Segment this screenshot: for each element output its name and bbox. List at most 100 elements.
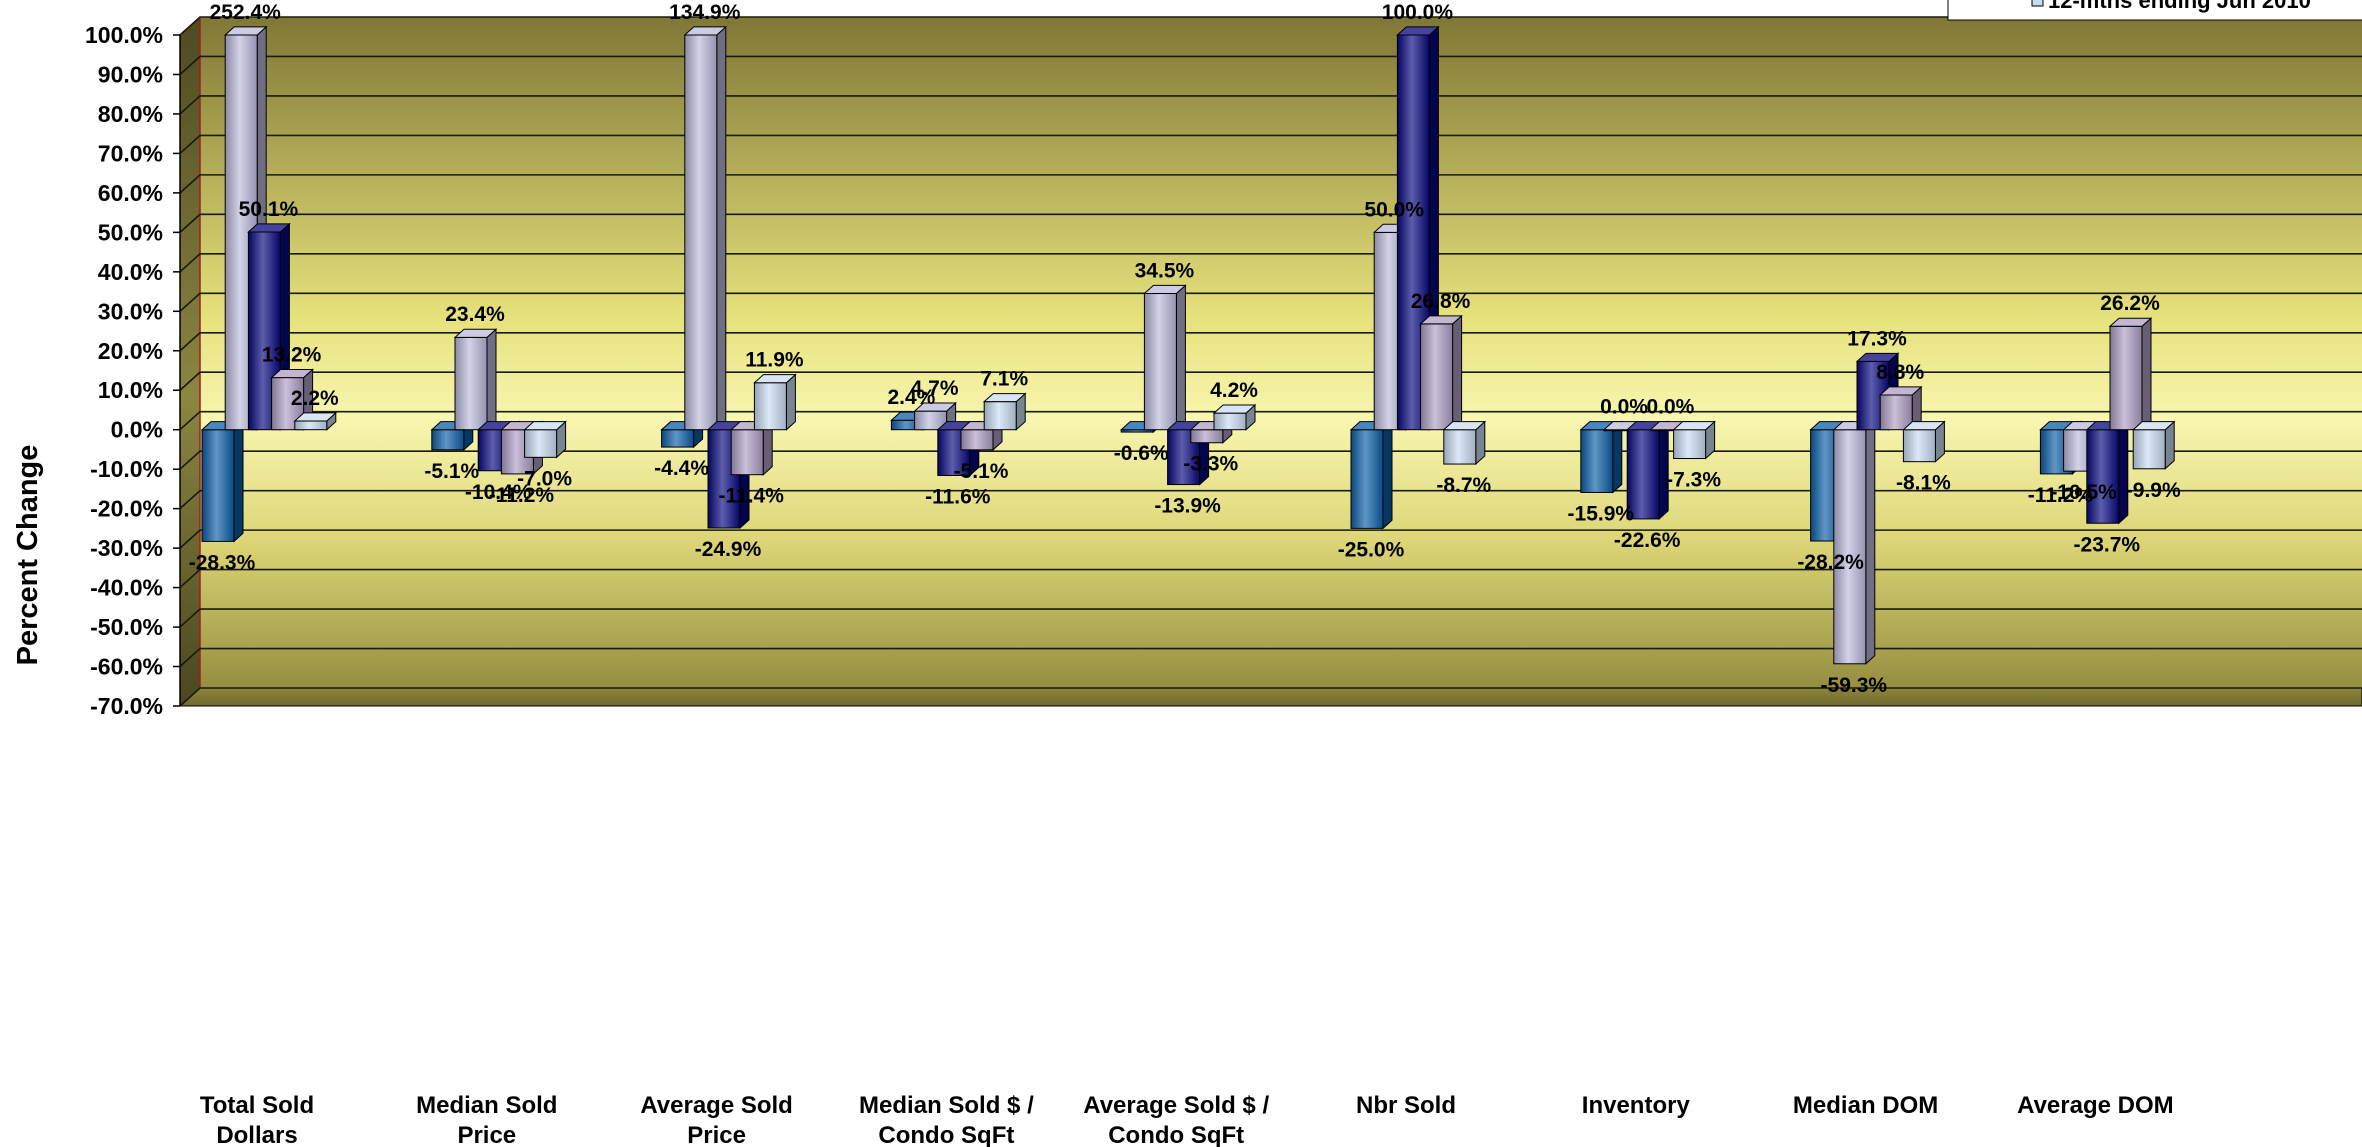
- y-tick-label: 80.0%: [98, 101, 163, 127]
- gridline: [179, 213, 2362, 233]
- data-label: 34.5%: [1135, 259, 1195, 282]
- data-label: -8.1%: [1896, 472, 1951, 495]
- gridline: [179, 95, 2362, 115]
- data-label: -28.3%: [189, 551, 256, 574]
- data-label: -0.6%: [1114, 442, 1169, 465]
- gridline: [179, 608, 2362, 628]
- data-label: -10.4%: [465, 481, 532, 504]
- floor: [178, 687, 2362, 707]
- data-label: -22.6%: [1614, 529, 1681, 552]
- y-tick-label: 60.0%: [98, 180, 163, 206]
- gridline: [179, 174, 2362, 194]
- y-axis-ticks: -70.0% -60.0% -50.0% -40.0% -30.0% -20.0% -10.…: [85, 22, 181, 719]
- x-category-label: Price: [457, 1122, 516, 1147]
- gridline: [179, 331, 2362, 352]
- gridline: [179, 647, 2362, 668]
- bar: [293, 411, 338, 431]
- legend-label: 12-mths ending Jun 2010: [2048, 0, 2311, 13]
- y-tick-label: -70.0%: [90, 693, 163, 719]
- data-label: 17.3%: [1847, 327, 1907, 350]
- bar: [2131, 420, 2176, 470]
- data-label: 4.7%: [911, 377, 959, 400]
- y-tick-label: -20.0%: [90, 496, 163, 522]
- y-tick-label: 10.0%: [98, 377, 163, 403]
- legend-box: [1947, 0, 2362, 21]
- x-axis-categories: Total Sold Dollars Median Sold Price Average…: [200, 1092, 2174, 1147]
- gridline: [179, 410, 2362, 431]
- data-label: -9.9%: [2126, 479, 2181, 502]
- y-tick-label: 20.0%: [98, 338, 163, 364]
- y-tick-label: 30.0%: [98, 298, 163, 324]
- data-label: -11.6%: [925, 485, 991, 508]
- gridline: [179, 568, 2362, 589]
- data-label: -5.1%: [954, 460, 1009, 483]
- bar: [1625, 420, 1670, 521]
- y-tick-label: 70.0%: [98, 140, 163, 166]
- gridline: [179, 253, 2362, 273]
- bar: [1672, 420, 1716, 460]
- bar: [1579, 420, 1624, 494]
- bar: [200, 420, 245, 543]
- data-label: -15.9%: [1568, 502, 1635, 525]
- x-category-label: Average Sold: [640, 1092, 793, 1119]
- data-label: -10.5%: [2050, 481, 2117, 504]
- bar: [523, 420, 567, 459]
- data-label: -11.2%: [489, 484, 555, 507]
- data-label: -11.2%: [2028, 484, 2094, 507]
- y-axis-label: Percent Change: [12, 445, 44, 666]
- bar: [1212, 403, 1257, 431]
- gridline: [179, 292, 2362, 312]
- legend-swatch: [2031, 0, 2044, 7]
- bar: [1349, 420, 1394, 530]
- x-category-label: Inventory: [1582, 1092, 1691, 1119]
- x-category-label: Median Sold $ /: [859, 1092, 1034, 1119]
- bar: [1832, 420, 1877, 665]
- data-label: -13.9%: [1154, 495, 1221, 518]
- bars: [200, 25, 2176, 665]
- bar: [1902, 420, 1946, 463]
- bar: [2108, 317, 2153, 431]
- x-category-label: Dollars: [216, 1122, 297, 1147]
- x-category-label: Median Sold: [416, 1092, 557, 1119]
- data-label: 252.4%: [210, 1, 282, 24]
- data-label: 2.4%: [887, 386, 935, 409]
- y-tick-label: 0.0%: [111, 417, 163, 443]
- data-label: -11.4%: [719, 485, 785, 508]
- data-label: 7.1%: [980, 368, 1028, 391]
- data-label: 2.2%: [291, 387, 339, 410]
- data-label: 50.0%: [1364, 198, 1424, 221]
- data-label: -4.4%: [654, 457, 709, 480]
- bar: [1419, 314, 1463, 431]
- data-label: 11.9%: [745, 349, 804, 372]
- y-tick-label: -60.0%: [90, 654, 163, 680]
- x-category-label: Average DOM: [2017, 1092, 2174, 1119]
- data-label: 26.8%: [1411, 290, 1471, 313]
- bar: [2085, 420, 2130, 525]
- chart-walls: [178, 17, 2362, 707]
- data-label: 26.2%: [2100, 292, 2160, 315]
- data-label: 23.4%: [445, 303, 505, 326]
- gridline: [179, 134, 2362, 155]
- bar: [683, 25, 728, 431]
- gridline: [179, 687, 2362, 707]
- data-label: 0.0%: [1646, 396, 1694, 419]
- data-labels: -28.3% 252.4% 50.1% 13.2% 2.2% -5.1% 23.4% -10.…: [189, 1, 2181, 697]
- bar: [753, 373, 797, 431]
- x-category-label: Total Sold: [200, 1092, 314, 1119]
- bar: [1442, 420, 1487, 466]
- data-label: 100.0%: [1382, 1, 1454, 24]
- bar: [982, 392, 1027, 431]
- bar: [1878, 385, 1923, 431]
- data-label: 4.2%: [1210, 379, 1258, 402]
- x-category-label: Nbr Sold: [1356, 1092, 1456, 1119]
- y-tick-label: -10.0%: [90, 456, 163, 482]
- y-tick-label: 50.0%: [98, 219, 163, 245]
- data-label: 134.9%: [669, 1, 741, 24]
- x-category-label: Median DOM: [1793, 1092, 1938, 1119]
- data-label: -28.2%: [1797, 551, 1864, 574]
- y-tick-label: -50.0%: [90, 614, 163, 640]
- x-category-label: Average Sold $ /: [1083, 1092, 1269, 1119]
- gridline: [179, 529, 2362, 549]
- back-wall: [200, 17, 2362, 688]
- data-label: -7.0%: [517, 467, 572, 490]
